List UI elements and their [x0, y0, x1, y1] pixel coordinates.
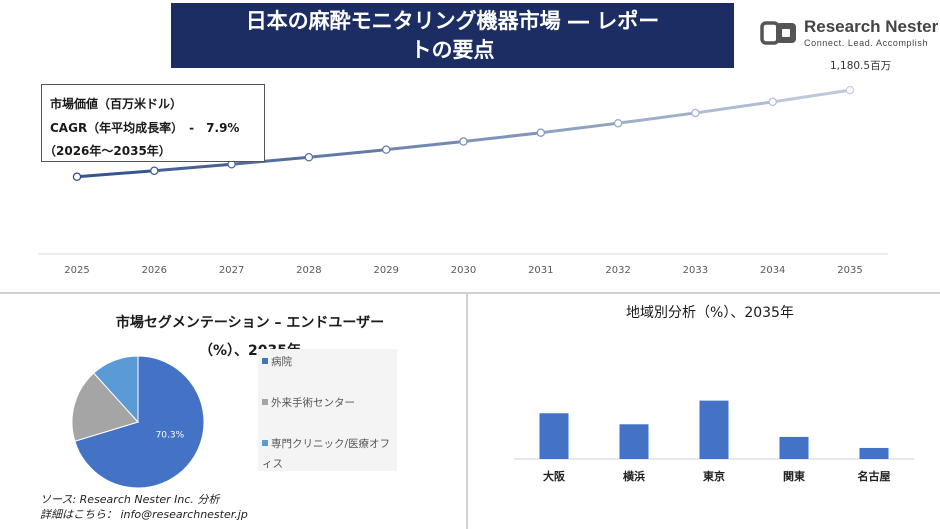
legend-swatch-clinic — [262, 440, 268, 446]
data-point — [768, 97, 777, 107]
regional-bar-chart: 大阪 横浜 東京 関東 名古屋 — [514, 400, 914, 483]
x-tick-label: 2028 — [296, 265, 321, 276]
pie-slice-label: 70.3% — [156, 431, 185, 441]
section-divider-horizontal — [0, 292, 940, 294]
pie-slice — [71, 372, 139, 442]
data-point — [459, 137, 468, 146]
series-line-segment — [693, 100, 775, 115]
data-point — [150, 166, 159, 175]
legend-label-clinic: 専門クリニック/医療オフィス — [262, 438, 391, 470]
logo-mark-icon — [760, 21, 796, 45]
x-tick-label: 2031 — [528, 265, 553, 276]
series-line-segment — [152, 162, 234, 173]
legend-swatch-hospital — [262, 358, 268, 364]
data-point — [613, 118, 623, 128]
data-point — [72, 172, 82, 182]
bar-category-label: 横浜 — [623, 469, 645, 483]
series-line-segment — [771, 88, 852, 104]
data-point — [381, 145, 391, 154]
legend-swatch-outpatient — [262, 399, 268, 405]
series-line-segment — [307, 148, 388, 159]
report-title-line1: 日本の麻酔モニタリング機器市場 ― レポー — [245, 9, 660, 33]
bar-category-label: 名古屋 — [858, 469, 891, 483]
pie-legend: 病院 外来手術センター 専門クリニック/医療オフィス — [258, 349, 397, 471]
bar — [859, 447, 889, 459]
bar — [699, 400, 729, 459]
legend-item-clinic: 専門クリニック/医療オフィス — [262, 434, 394, 474]
data-label: 1,180.5百万 — [830, 60, 891, 72]
report-title-line2: トの要点 — [410, 38, 495, 62]
series-line-segment — [230, 155, 311, 166]
section-divider-vertical — [466, 294, 468, 529]
pie-slice — [74, 355, 205, 489]
data-point — [691, 108, 700, 118]
x-tick-label: 2030 — [451, 265, 476, 276]
contact-line: 詳細はこちら： info@researchnester.jp — [40, 508, 248, 521]
x-tick-label: 2033 — [683, 265, 708, 276]
series-line-segment — [75, 169, 156, 179]
x-tick-label: 2025 — [64, 265, 89, 276]
source-line: ソース: Research Nester Inc. 分析 — [40, 493, 220, 506]
source-note: ソース: Research Nester Inc. 分析 詳細はこちら： inf… — [40, 492, 248, 522]
info-period-label: （2026年～2035年） — [44, 144, 171, 158]
research-nester-logo: Research Nester Connect. Lead. Accomplis… — [760, 17, 939, 48]
series-line-segment — [384, 140, 465, 152]
logo-tagline: Connect. Lead. Accomplish — [804, 38, 929, 48]
x-tick-label: 2027 — [219, 265, 244, 276]
series-line-segment — [616, 111, 697, 125]
market-info-box: 市場価値（百万米ドル） CAGR（年平均成長率） - 7.9% （2026年～2… — [41, 84, 265, 162]
region-chart-title: 地域別分析（%）、2035年 — [626, 305, 794, 321]
segment-title-line1: 市場セグメンテーション – エンドユーザー — [115, 315, 385, 331]
x-tick-label: 2032 — [605, 265, 630, 276]
pie-slice — [93, 355, 139, 424]
legend-item-outpatient: 外来手術センター — [262, 393, 394, 413]
bar — [779, 436, 809, 459]
legend-label-hospital: 病院 — [271, 356, 292, 368]
market-value-line-chart: 2025 2026 2027 2028 2029 2030 2031 2032 2033 2034… — [38, 60, 891, 276]
bar — [539, 413, 569, 459]
bar-category-label: 東京 — [703, 469, 725, 483]
x-tick-label: 2034 — [760, 265, 785, 276]
x-tick-label: 2029 — [373, 265, 398, 276]
data-point — [536, 128, 546, 137]
bar — [619, 424, 649, 459]
logo-name: Research Nester — [804, 17, 939, 36]
report-title-banner: 日本の麻酔モニタリング機器市場 ― レポー トの要点 — [171, 3, 734, 68]
info-market-value-label: 市場価値（百万米ドル） — [50, 97, 183, 111]
bar-category-label: 大阪 — [543, 469, 566, 483]
info-cagr-label: CAGR（年平均成長率） - 7.9% — [50, 121, 240, 135]
series-line-segment — [462, 131, 543, 144]
data-point — [304, 152, 314, 162]
x-tick-label: 2035 — [837, 265, 862, 276]
series-line-segment — [539, 121, 620, 135]
bar-category-label: 関東 — [783, 469, 806, 483]
x-tick-label: 2026 — [142, 265, 167, 276]
data-point — [845, 85, 855, 95]
legend-item-hospital: 病院 — [262, 352, 394, 372]
end-user-pie-chart: 70.3% — [71, 355, 205, 489]
legend-label-outpatient: 外来手術センター — [271, 397, 355, 409]
